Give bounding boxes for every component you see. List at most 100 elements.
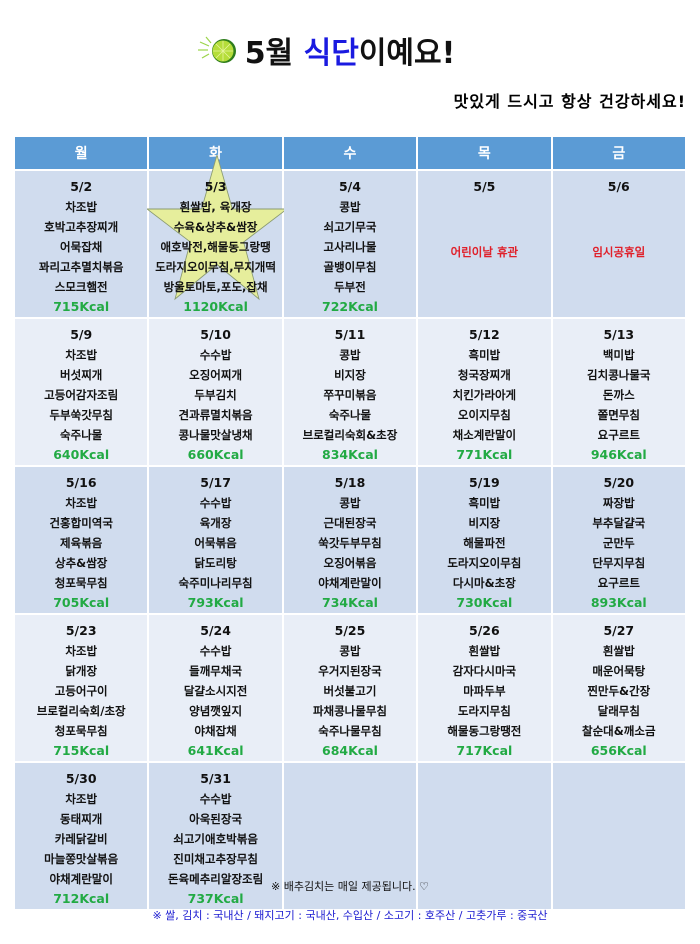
menu-item: 차조밥: [65, 200, 98, 214]
calorie-count: 793Kcal: [187, 595, 244, 610]
menu-item: 차조밥: [65, 496, 98, 510]
origin-note: ※ 쌀, 김치 : 국내산 / 돼지고기 : 국내산, 수입산 / 소고기 : …: [152, 909, 548, 922]
empty-cell: [281, 761, 419, 911]
menu-item: 버섯찌개: [60, 368, 103, 382]
star-icon: [147, 155, 288, 301]
menu-item: 두부김치: [194, 388, 237, 402]
day-cell: 5/17 수수밥 육개장 어묵볶음 닭도리탕 숙주미나리무침 793Kcal: [147, 465, 284, 615]
menu-item: 고등어감자조림: [44, 388, 119, 402]
cell-content: 5/12 흑미밥 청국장찌개 치킨가라아게 오이지무침 채소계란말이 771Kcal: [418, 325, 550, 465]
cell-content: 5/26 흰쌀밥 감자다시마국 마파두부 도라지무침 해물동그랑땡전 717Kcal: [418, 621, 550, 761]
calorie-count: 660Kcal: [187, 447, 244, 462]
menu-item: 수수밥: [199, 644, 232, 658]
menu-item: 숙주나물: [328, 408, 372, 422]
cell-content: 5/23 차조밥 닭개장 고등어구이 브로컬리숙회/초장 청포묵무침 715Kcal: [15, 621, 147, 761]
day-cell: 5/26 흰쌀밥 감자다시마국 마파두부 도라지무침 해물동그랑땡전 717Kcal: [416, 613, 553, 763]
menu-item: 청국장찌개: [457, 368, 511, 382]
menu-item: 골뱅이무침: [323, 260, 377, 274]
cell-content: 5/13 백미밥 김치콩나물국 돈까스 쫄면무침 요구르트 946Kcal: [553, 325, 685, 465]
menu-item: 도라지오이무침: [447, 556, 522, 570]
day-cell: 5/25 콩밥 우거지된장국 버섯불고기 파채콩나물무침 숙주나물무침 684Kcal: [281, 613, 419, 763]
menu-item: 스모크햄전: [54, 280, 108, 294]
menu-item: 단무지무침: [592, 556, 646, 570]
menu-item: 고사리나물: [323, 240, 377, 254]
menu-item: 차조밥: [65, 348, 98, 362]
day-cell: 5/11 콩밥 비지장 쭈꾸미볶음 숙주나물 브로컬리숙회&초장 834Kcal: [281, 317, 419, 467]
menu-item: 아욱된장국: [189, 812, 243, 826]
cell-content: 5/2 차조밥 호박고추장찌개 어묵잡채 꽈리고추멸치볶음 스모크햄전 715Kcal: [15, 177, 147, 317]
menu-item: 요구르트: [597, 428, 640, 442]
menu-item: 찐만두&간장: [587, 684, 651, 698]
weekday-header: 금: [550, 135, 688, 171]
menu-item: 수수밥: [199, 496, 232, 510]
cell-content: 5/30 차조밥 동태찌개 카레닭갈비 마늘쫑맛살볶음 야채계란말이 712Kcal: [15, 769, 147, 909]
page-title: 5월 식단이예요!: [244, 36, 456, 71]
day-cell: 5/27 흰쌀밥 매운어묵탕 찐만두&간장 달래무침 찰순대&깨소금 656Kcal: [550, 613, 688, 763]
menu-item: 비지장: [334, 368, 366, 382]
day-cell: 5/4 콩밥 쇠고기무국 고사리나물 골뱅이무침 두부전 722Kcal: [281, 169, 419, 319]
menu-item: 흰쌀밥: [602, 644, 635, 658]
menu-date: 5/11: [334, 327, 366, 342]
calorie-count: 715Kcal: [53, 299, 110, 314]
menu-item: 오징어볶음: [323, 556, 377, 570]
calorie-count: 834Kcal: [322, 447, 378, 462]
cell-content: 5/27 흰쌀밥 매운어묵탕 찐만두&간장 달래무침 찰순대&깨소금 656Kcal: [553, 621, 685, 761]
menu-item: 쑥갓두부무침: [318, 536, 382, 550]
day-cell: 5/24 수수밥 들깨무채국 달걀소시지전 양념깻잎지 야채잡채 641Kcal: [147, 613, 284, 763]
day-cell: 5/2 차조밥 호박고추장찌개 어묵잡채 꽈리고추멸치볶음 스모크햄전 715Kcal: [12, 169, 150, 319]
cell-content: 5/31 수수밥 아욱된장국 쇠고기애호박볶음 진미채고추장무침 돈육메추리알장조림 737…: [149, 769, 281, 909]
menu-item: 브로컬리숙회&초장: [302, 428, 398, 442]
calorie-count: 771Kcal: [456, 447, 513, 462]
menu-item: 쫄면무침: [597, 408, 640, 422]
menu-item: 수수밥: [199, 348, 232, 362]
cell-content: 5/5 어린이날 휴관: [418, 177, 550, 267]
day-cell: 5/10 수수밥 오징어찌개 두부김치 견과류멸치볶음 콩나물맛살냉채 660Kcal: [147, 317, 284, 467]
menu-date: 5/17: [200, 475, 231, 490]
menu-item: 돈까스: [602, 388, 635, 402]
cell-content: 5/18 콩밥 근대된장국 쑥갓두부무침 오징어볶음 야채계란말이 734Kcal: [284, 473, 416, 613]
menu-item: 수육&상추&쌈장: [173, 220, 258, 234]
menu-item: 쇠고기무국: [323, 220, 377, 234]
calorie-count: 737Kcal: [187, 891, 244, 906]
menu-item: 숙주나물무침: [318, 724, 382, 738]
cell-content: 5/19 흑미밥 비지장 해물파전 도라지오이무침 다시마&초장 730Kcal: [418, 473, 550, 613]
menu-date: 5/2: [70, 179, 93, 194]
menu-item: 백미밥: [602, 348, 635, 362]
menu-item: 쭈꾸미볶음: [323, 388, 377, 402]
calorie-count: 705Kcal: [53, 595, 110, 610]
menu-item: 도라지오이무침,무지개떡: [155, 260, 276, 274]
menu-item: 돈육메추리알장조림: [167, 872, 264, 886]
menu-item: 근대된장국: [323, 516, 377, 530]
day-cell: 5/20 짜장밥 부추달걀국 군만두 단무지무침 요구르트 893Kcal: [550, 465, 688, 615]
holiday-label: 어린이날 휴관: [450, 245, 519, 259]
menu-item: 야채계란말이: [49, 872, 113, 886]
menu-item: 오징어찌개: [189, 368, 243, 382]
menu-item: 흑미밥: [468, 496, 501, 510]
menu-item: 두부쑥갓무침: [49, 408, 113, 422]
menu-item: 브로컬리숙회/초장: [36, 704, 126, 718]
menu-item: 제육볶음: [60, 536, 103, 550]
menu-item: 카레닭갈비: [54, 832, 108, 846]
lime-icon: [198, 36, 236, 63]
menu-date: 5/30: [65, 771, 97, 786]
menu-item: 찰순대&깨소금: [582, 724, 656, 738]
day-cell: 5/18 콩밥 근대된장국 쑥갓두부무침 오징어볶음 야채계란말이 734Kcal: [281, 465, 419, 615]
calorie-count: 641Kcal: [187, 743, 244, 758]
menu-date: 5/10: [200, 327, 231, 342]
menu-item: 상추&쌈장: [55, 556, 108, 570]
day-cell: 5/19 흑미밥 비지장 해물파전 도라지오이무침 다시마&초장 730Kcal: [416, 465, 553, 615]
cell-content: 5/6 임시공휴일: [553, 177, 685, 267]
menu-item: 매운어묵탕: [592, 664, 646, 678]
menu-item: 파채콩나물무침: [312, 704, 387, 718]
calorie-count: 893Kcal: [590, 595, 647, 610]
menu-item: 흰쌀밥, 육개장: [179, 200, 252, 214]
cell-content: 5/25 콩밥 우거지된장국 버섯불고기 파채콩나물무침 숙주나물무침 684Kcal: [284, 621, 416, 761]
kimchi-note: ※ 배추김치는 매일 제공됩니다. ♡: [270, 880, 429, 893]
calorie-count: 717Kcal: [456, 743, 513, 758]
menu-item: 호박고추장찌개: [44, 220, 119, 234]
menu-item: 버섯불고기: [323, 684, 377, 698]
menu-item: 비지장: [468, 516, 501, 530]
cell-content: 5/20 짜장밥 부추달걀국 군만두 단무지무침 요구르트 893Kcal: [553, 473, 685, 613]
menu-item: 콩밥: [339, 644, 361, 658]
